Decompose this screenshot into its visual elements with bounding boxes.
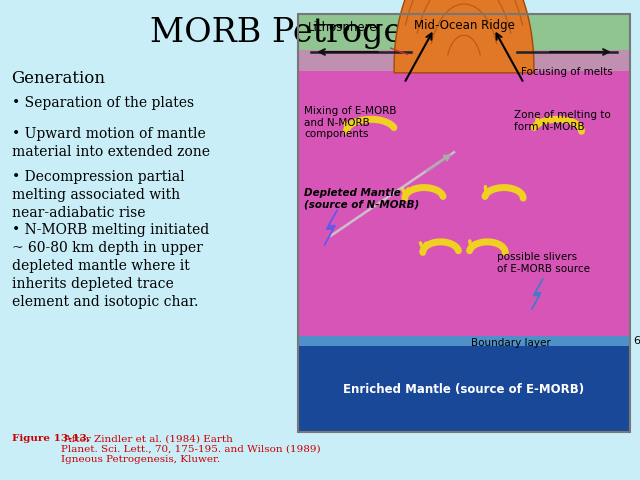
Polygon shape xyxy=(324,209,338,245)
Polygon shape xyxy=(394,0,534,73)
Text: Depleted Mantle
(source of N-MORB): Depleted Mantle (source of N-MORB) xyxy=(304,188,419,209)
Text: Boundary layer: Boundary layer xyxy=(470,338,550,348)
Text: Mid-Ocean Ridge: Mid-Ocean Ridge xyxy=(414,19,515,32)
Bar xyxy=(298,50,630,71)
Bar xyxy=(298,71,630,336)
Text: Mixing of E-MORB
and N-MORB
components: Mixing of E-MORB and N-MORB components xyxy=(304,106,397,140)
Text: Generation: Generation xyxy=(12,70,106,86)
Text: After Zindler et al. (1984) Earth
Planet. Sci. Lett., 70, 175-195. and Wilson (1: After Zindler et al. (1984) Earth Planet… xyxy=(61,434,321,464)
Text: Focusing of melts: Focusing of melts xyxy=(520,67,612,77)
Text: MORB Petrogenesis: MORB Petrogenesis xyxy=(150,17,490,49)
Text: 660 km: 660 km xyxy=(634,336,640,347)
Polygon shape xyxy=(531,278,543,310)
Bar xyxy=(298,347,630,432)
Text: Figure 13-13.: Figure 13-13. xyxy=(12,434,90,444)
Bar xyxy=(298,14,630,50)
Text: • Decompression partial
melting associated with
near-adiabatic rise: • Decompression partial melting associat… xyxy=(12,170,184,220)
Bar xyxy=(298,14,630,432)
Text: • Upward motion of mantle
material into extended zone: • Upward motion of mantle material into … xyxy=(12,127,209,159)
Text: • N-MORB melting initiated
~ 60-80 km depth in upper
depleted mantle where it
in: • N-MORB melting initiated ~ 60-80 km de… xyxy=(12,223,209,309)
Text: • Separation of the plates: • Separation of the plates xyxy=(12,96,194,110)
Text: possible slivers
of E-MORB source: possible slivers of E-MORB source xyxy=(497,252,590,274)
Bar xyxy=(298,14,630,432)
Text: Zone of melting to
form N-MORB: Zone of melting to form N-MORB xyxy=(514,110,611,132)
Text: Lithosphere: Lithosphere xyxy=(308,21,377,34)
Text: Enriched Mantle (source of E-MORB): Enriched Mantle (source of E-MORB) xyxy=(344,383,584,396)
Bar xyxy=(298,336,630,347)
